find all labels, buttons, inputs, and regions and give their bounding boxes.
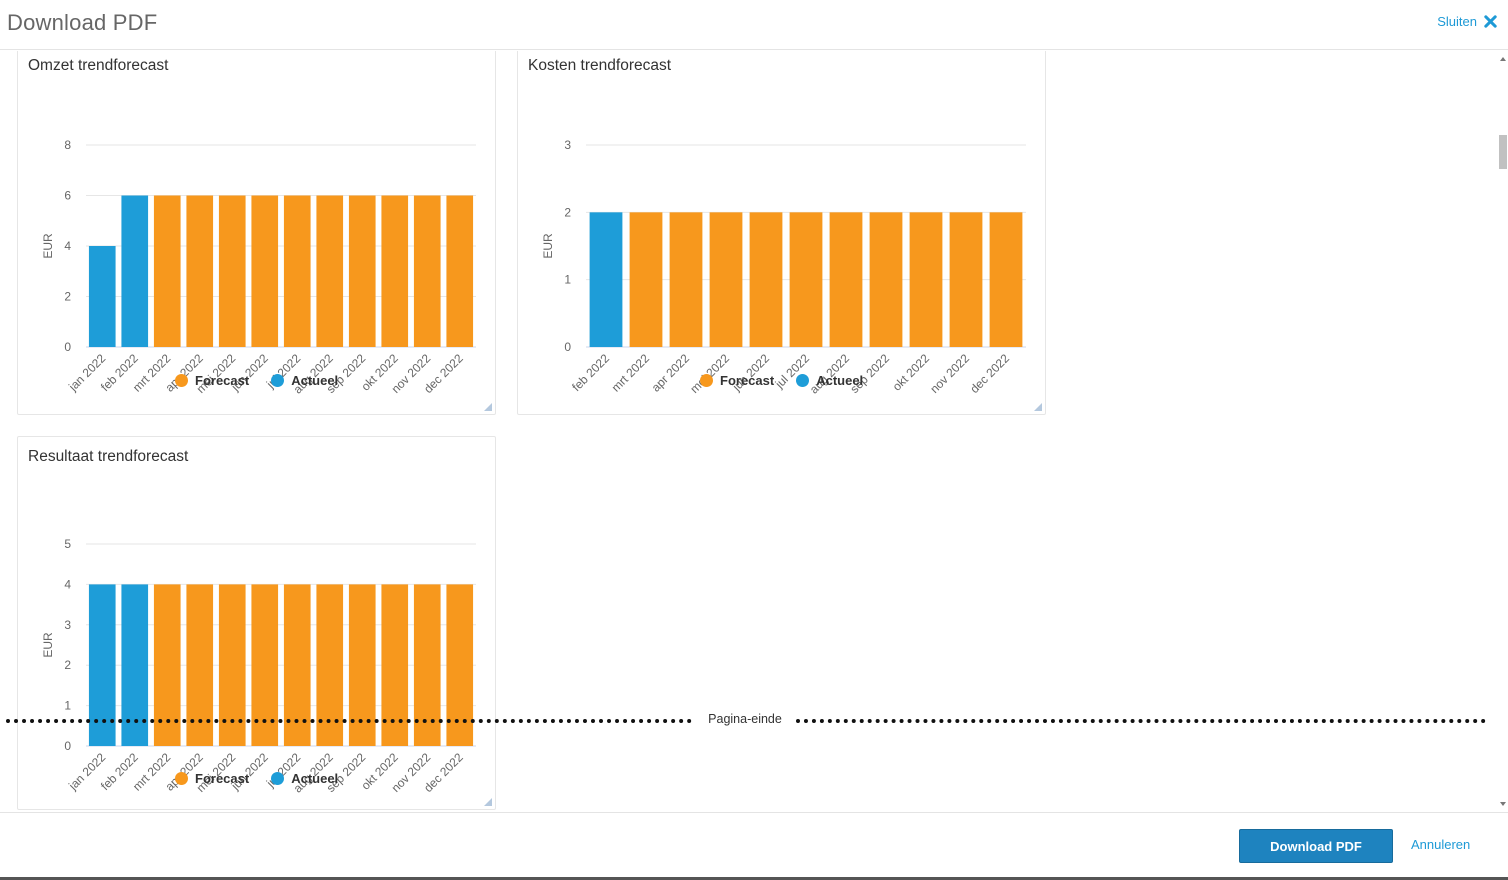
bar-forecast[interactable] [283,195,311,348]
chart-title: Omzet trendforecast [28,57,169,74]
bar-forecast[interactable] [869,212,903,347]
dialog-footer: Download PDF Annuleren [0,812,1508,878]
legend-actueel-swatch [796,374,810,387]
page-break-marker: Pagina-einde [0,712,1498,730]
y-tick-label: 8 [64,138,71,152]
legend-actueel-swatch [271,772,285,785]
x-tick-label: nov 2022 [927,351,972,396]
chart-card-kosten: Kosten trendforecast 0 1 2 3 EUR feb 2022 mrt … [517,51,1046,415]
scroll-up-arrow-icon[interactable] [1500,57,1506,61]
dialog-header: Download PDF Sluiten [0,0,1508,50]
legend-item-forecast[interactable]: Forecast [175,373,249,388]
y-tick-label: 3 [64,618,71,632]
legend-item-forecast[interactable]: Forecast [175,771,249,786]
chart-title: Kosten trendforecast [528,57,672,74]
y-tick-label: 4 [64,239,71,253]
y-tick-label: 3 [564,138,571,152]
legend-forecast-label: Forecast [720,373,775,388]
legend-actueel-label: Actueel [291,771,339,786]
y-tick-label: 6 [64,189,71,203]
bar-forecast[interactable] [749,212,783,347]
y-axis-title: EUR [41,632,55,658]
x-tick-label: feb 2022 [569,351,612,394]
download-pdf-button[interactable]: Download PDF [1239,829,1393,863]
chart-title: Resultaat trendforecast [28,448,189,465]
close-label: Sluiten [1437,14,1477,29]
y-tick-label: 4 [64,577,71,591]
bar-forecast[interactable] [153,195,181,348]
bar-forecast[interactable] [949,212,983,347]
bar-forecast[interactable] [709,212,743,347]
legend-actueel-swatch [271,374,285,387]
x-tick-label: mrt 2022 [609,351,653,395]
y-tick-label: 0 [64,739,71,753]
legend-actueel-label: Actueel [816,373,864,388]
y-tick-label: 0 [64,340,71,354]
y-tick-label: 1 [564,273,571,287]
card-resize-handle[interactable] [484,403,492,411]
card-resize-handle[interactable] [484,798,492,806]
scroll-down-arrow-icon[interactable] [1500,802,1506,806]
chart-card-omzet: Omzet trendforecast 0 2 4 6 8 EUR jan 2022 feb … [17,51,496,415]
y-axis-title: EUR [541,233,555,259]
y-tick-label: 2 [64,290,71,304]
page-break-label: Pagina-einde [708,712,782,726]
bar-forecast[interactable] [316,195,344,348]
bar-forecast[interactable] [669,212,703,347]
y-axis-title: EUR [41,233,55,259]
dialog-title: Download PDF [7,10,158,35]
legend-item-actueel[interactable]: Actueel [271,771,338,786]
preview-area[interactable]: Omzet trendforecast 0 2 4 6 8 EUR jan 2022 feb … [0,51,1498,812]
bar-forecast[interactable] [446,195,474,348]
page-break-line-right [796,719,1486,723]
bar-forecast[interactable] [413,195,441,348]
chart-legend: Forecast Actueel [700,373,863,388]
legend-forecast-swatch [700,374,713,387]
legend-actueel-label: Actueel [291,373,339,388]
window-bottom-edge [0,877,1508,880]
close-icon [1484,15,1497,28]
bar-forecast[interactable] [348,195,376,348]
legend-item-actueel[interactable]: Actueel [271,373,338,388]
legend-forecast-swatch [175,374,188,387]
y-tick-label: 1 [64,699,71,713]
bar-forecast[interactable] [989,212,1023,347]
bar-forecast[interactable] [829,212,863,347]
bar-forecast[interactable] [218,195,246,348]
x-tick-label: dec 2022 [967,351,1012,396]
chart-legend: Forecast Actueel [175,373,338,388]
chart-card-resultaat: Resultaat trendforecast 0 1 2 3 4 5 EUR jan 202… [17,436,496,810]
bar-actueel[interactable] [121,195,149,348]
x-tick-label: apr 2022 [649,351,693,395]
bar-actueel[interactable] [589,212,623,347]
cancel-button[interactable]: Annuleren [1411,837,1471,852]
bar-forecast[interactable] [381,195,409,348]
x-tick-label: okt 2022 [890,351,933,394]
bar-forecast[interactable] [186,195,214,348]
card-resize-handle[interactable] [1034,403,1042,411]
scroll-thumb[interactable] [1499,135,1507,169]
legend-item-forecast[interactable]: Forecast [700,373,774,388]
bar-actueel[interactable] [88,246,116,347]
y-tick-label: 2 [64,658,71,672]
bar-forecast[interactable] [909,212,943,347]
y-tick-label: 2 [564,205,571,219]
legend-item-actueel[interactable]: Actueel [796,373,863,388]
page-break-line-left [6,719,692,723]
close-button[interactable]: Sluiten [1437,14,1498,29]
y-tick-label: 0 [564,340,571,354]
legend-forecast-swatch [175,772,188,785]
chart-legend: Forecast Actueel [175,771,338,786]
vertical-scrollbar[interactable] [1498,51,1508,812]
legend-forecast-label: Forecast [195,771,250,786]
bar-forecast[interactable] [629,212,663,347]
bar-forecast[interactable] [789,212,823,347]
bar-forecast[interactable] [251,195,279,348]
legend-forecast-label: Forecast [195,373,250,388]
y-tick-label: 5 [64,537,71,551]
